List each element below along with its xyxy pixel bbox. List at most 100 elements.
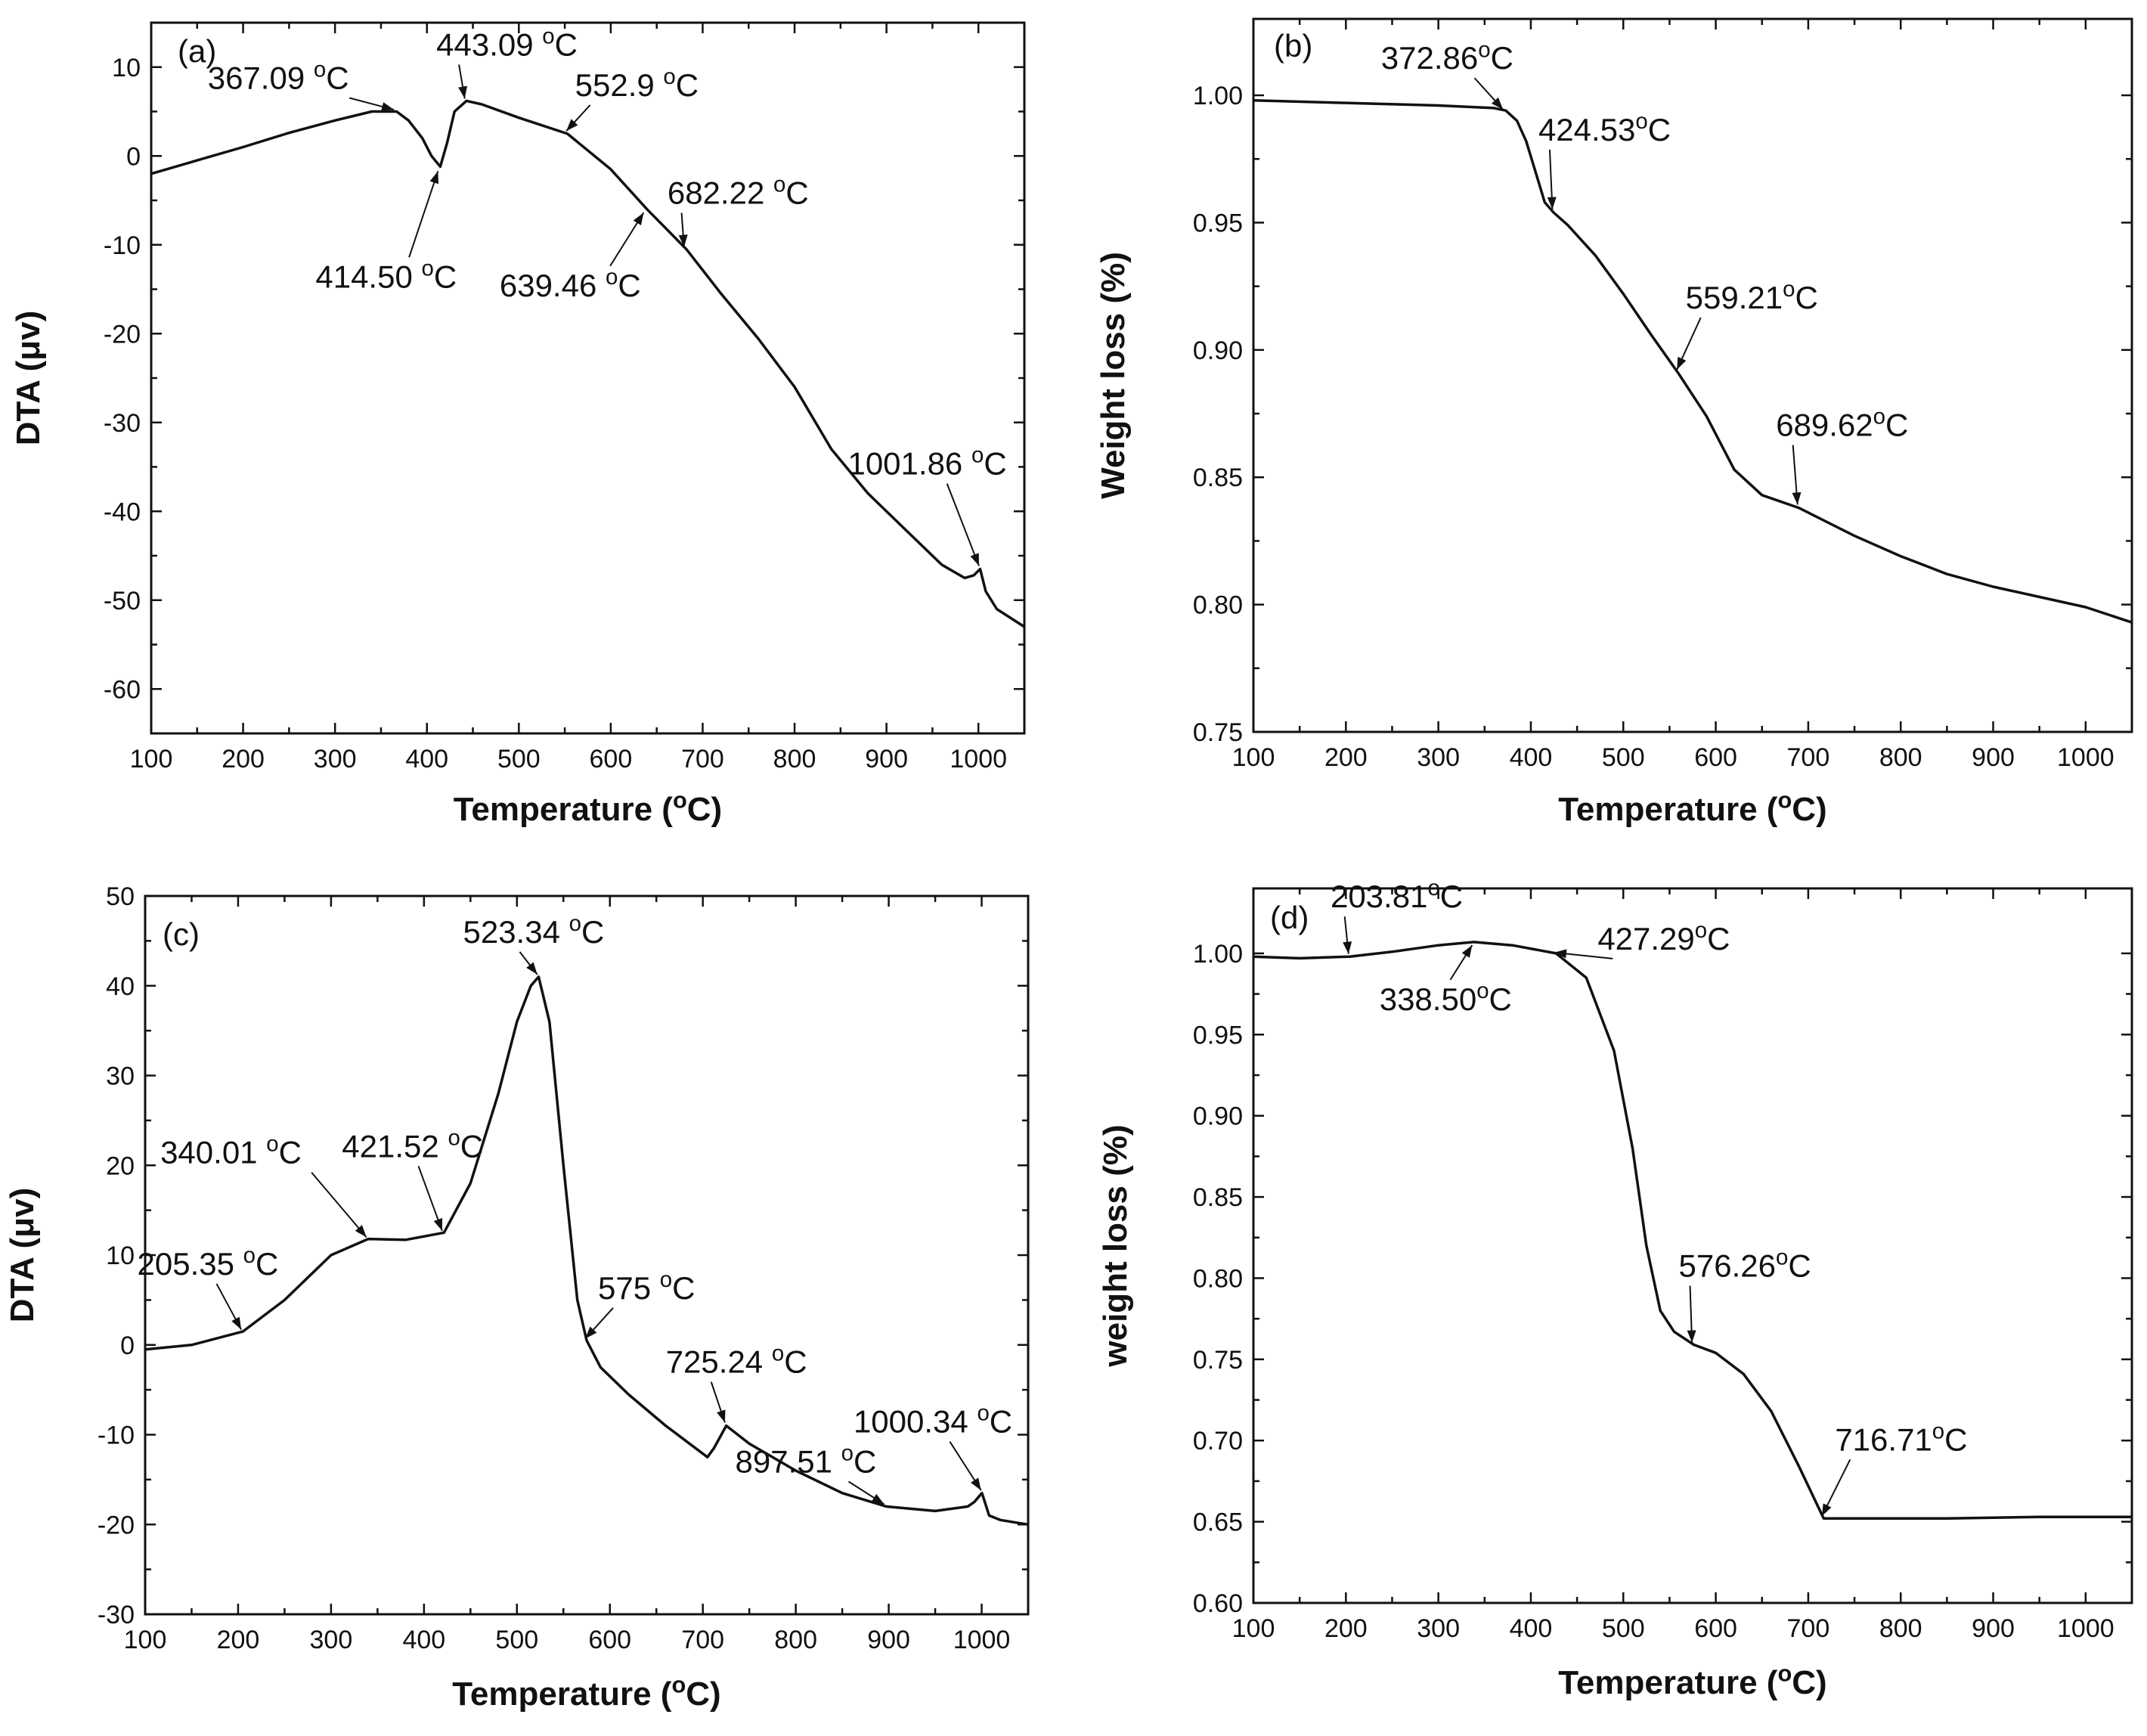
panel-a: 100 200 300 400 500 600 700 800 900 1000100-10-20… [10,21,1026,828]
annotation-arrowhead [429,171,438,184]
annotation-c-0: 205.35 oC [138,1243,278,1331]
annotation-arrowhead [433,1217,443,1231]
y-tick-label: 0.70 [1193,1427,1243,1455]
annotation-arrowhead [1792,492,1802,505]
x-tick-label: 200 [217,1626,260,1654]
annotation-arrow [311,1171,367,1238]
annotation-arrowhead [678,234,688,247]
y-tick-label: -10 [104,231,141,260]
x-tick-label: 300 [1417,1614,1460,1643]
y-tick-label: 1.00 [1193,82,1243,110]
x-axis-label-d: Temperature (oC) [1558,1660,1826,1701]
panel-c: 100 200 300 400 500 600 700 800 900 1000504030201… [4,882,1030,1713]
y-tick-label: 20 [106,1152,135,1180]
annotation-arrowhead [381,102,395,111]
x-tick-label: 100 [130,745,173,773]
y-tick-label: 0.85 [1193,463,1243,492]
x-tick-label: 800 [773,745,816,773]
annotation-label: 421.52 oC [342,1125,483,1164]
data-curve-b [1253,99,2133,624]
x-tick-label: 300 [1417,743,1460,772]
y-tick-label: 30 [106,1062,135,1091]
annotation-label: 443.09 oC [436,23,578,62]
y-tick-label: 0.95 [1193,209,1243,237]
annotation-label: 424.53oC [1538,109,1671,147]
annotation-arrow [946,483,980,566]
annotation-label: 689.62oC [1776,405,1908,443]
annotation-a-1: 443.09 oC [436,23,578,99]
annotation-c-6: 897.51 oC [736,1441,885,1505]
annotation-label: 1001.86 oC [847,443,1006,482]
x-tick-label: 900 [1972,1614,2015,1643]
x-tick-label: 500 [497,745,541,773]
annotation-c-4: 575 oC [584,1267,695,1340]
y-tick-label: 0.80 [1193,1264,1243,1293]
y-tick-label: 0 [120,1331,135,1360]
annotation-label: 1000.34 oC [854,1401,1012,1440]
x-tick-label: 400 [402,1626,445,1654]
y-tick-label: -30 [104,409,141,438]
y-tick-label: 10 [112,54,141,82]
x-tick-label: 400 [405,745,448,773]
annotation-arrowhead [1554,949,1567,959]
annotation-label: 575 oC [598,1267,695,1306]
annotation-label: 552.9 oC [575,64,699,103]
annotation-arrowhead [458,85,467,99]
annotation-a-0: 367.09 oC [208,57,395,111]
x-tick-label: 700 [681,1626,724,1654]
x-tick-label: 400 [1510,1614,1553,1643]
annotation-arrow [408,171,439,258]
data-curve-c [144,975,1029,1527]
panel-label-d: (d) [1270,900,1309,935]
y-tick-label: 0.85 [1193,1183,1243,1212]
annotation-label: 725.24 oC [666,1341,807,1380]
annotation-d-3: 576.26oC [1679,1245,1811,1343]
y-tick-label: 0.60 [1193,1589,1243,1618]
annotation-label: 338.50oC [1380,978,1512,1017]
annotation-d-1: 338.50oC [1380,944,1512,1017]
x-tick-label: 1000 [2057,743,2114,772]
y-tick-label: -10 [98,1421,135,1450]
annotation-arrowhead [633,212,644,225]
plot-frame-a [150,21,1026,735]
data-curve-d [1253,941,2132,1521]
y-axis-label-c: DTA (μv) [4,1188,41,1322]
y-tick-label: 40 [106,972,135,1001]
y-axis-label-b: Weight loss (%) [1095,252,1132,499]
x-tick-label: 700 [681,745,724,773]
y-tick-label: 0.65 [1193,1508,1243,1537]
y-tick-label: 50 [106,882,135,911]
x-tick-label: 700 [1787,1614,1830,1643]
annotation-arrowhead [970,553,979,566]
x-tick-label: 200 [222,745,265,773]
x-tick-label: 800 [1879,743,1922,772]
panel-b: 100 200 300 400 500 600 700 800 900 1000 1.00 0.95 0… [1095,17,2133,828]
panel-label-a: (a) [178,33,216,69]
y-tick-label: 0.90 [1193,336,1243,365]
annotation-arrowhead [526,962,538,975]
panel-label-b: (b) [1274,28,1312,64]
y-tick-label: -20 [98,1511,135,1539]
x-axis-label-c: Temperature (oC) [452,1671,720,1713]
annotation-b-1: 424.53oC [1538,109,1671,209]
annotation-arrowhead [1461,945,1473,958]
x-tick-label: 600 [588,1626,631,1654]
annotation-label: 523.34 oC [463,911,604,950]
annotation-a-2: 552.9 oC [565,64,699,132]
x-tick-label: 100 [1232,743,1275,772]
x-tick-label: 100 [1232,1614,1275,1643]
x-tick-label: 600 [1694,743,1737,772]
plot-frame-d [1252,887,2133,1604]
annotation-arrowhead [355,1225,367,1238]
annotation-arrowhead [1821,1503,1832,1517]
annotation-d-2: 427.29oC [1554,918,1730,959]
annotation-arrowhead [1547,197,1557,209]
annotation-c-5: 725.24 oC [666,1341,807,1423]
y-tick-label: -60 [104,675,141,704]
annotation-b-2: 559.21oC [1676,277,1818,370]
data-curve-a [150,99,1025,628]
annotation-arrowhead [231,1316,242,1330]
x-tick-label: 600 [590,745,633,773]
y-tick-label: -20 [104,320,141,349]
